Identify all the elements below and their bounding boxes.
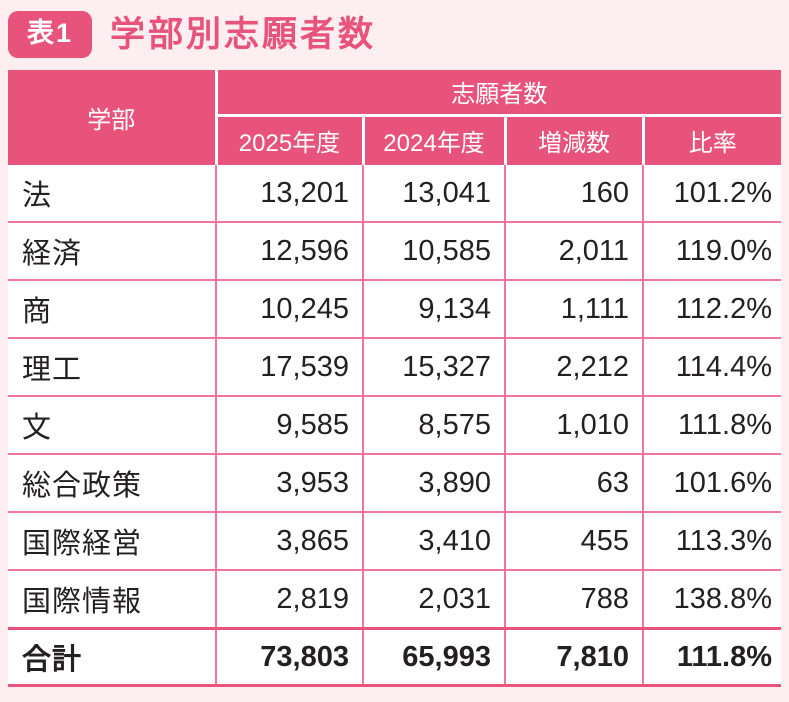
faculty-cell: 文: [8, 395, 217, 455]
header-cell-faculty: 学部: [8, 70, 218, 165]
ratio-cell: 119.0%: [642, 221, 781, 281]
table-caption: 表1 学部別志願者数: [8, 10, 781, 58]
diff-cell: 1,010: [504, 395, 644, 455]
diff-cell: 788: [504, 569, 644, 630]
table-row-total: 合計 73,803 65,993 7,810 111.8%: [8, 627, 781, 687]
header-cell-2024: 2024年度: [361, 113, 507, 165]
total-2024-cell: 65,993: [362, 627, 506, 687]
ratio-cell: 138.8%: [642, 569, 781, 630]
applicants-2025-cell: 12,596: [215, 221, 364, 281]
ratio-cell: 114.4%: [642, 337, 781, 397]
table-row-global-management: 国際経営 3,865 3,410 455 113.3%: [8, 511, 781, 571]
diff-cell: 455: [504, 511, 644, 571]
applicants-2024-cell: 13,041: [362, 165, 506, 223]
header-cell-ratio: 比率: [641, 113, 781, 165]
applicants-2024-cell: 9,134: [362, 279, 506, 339]
total-diff-cell: 7,810: [504, 627, 644, 687]
faculty-cell: 法: [8, 165, 217, 223]
diff-cell: 160: [504, 165, 644, 223]
ratio-cell: 112.2%: [642, 279, 781, 339]
faculty-cell: 国際情報: [8, 569, 217, 630]
table-number-badge: 表1: [8, 10, 93, 58]
applicants-2025-cell: 13,201: [215, 165, 364, 223]
total-2025-cell: 73,803: [215, 627, 364, 687]
table-body: 法 13,201 13,041 160 101.2% 経済 12,596 10,…: [8, 165, 781, 687]
applicants-2025-cell: 9,585: [215, 395, 364, 455]
page-title: 学部別志願者数: [110, 14, 377, 54]
applicants-2025-cell: 17,539: [215, 337, 364, 397]
header-cell-diff: 増減数: [503, 113, 645, 165]
applicants-2025-cell: 3,953: [215, 453, 364, 513]
diff-cell: 2,212: [504, 337, 644, 397]
ratio-cell: 113.3%: [642, 511, 781, 571]
applicants-2024-cell: 8,575: [362, 395, 506, 455]
total-ratio-cell: 111.8%: [642, 627, 781, 687]
table-row-economics: 経済 12,596 10,585 2,011 119.0%: [8, 221, 781, 281]
faculty-cell: 総合政策: [8, 453, 217, 513]
applicants-2025-cell: 2,819: [215, 569, 364, 630]
ratio-cell: 101.2%: [642, 165, 781, 223]
applicants-2024-cell: 15,327: [362, 337, 506, 397]
diff-cell: 63: [504, 453, 644, 513]
table-row-policy-studies: 総合政策 3,953 3,890 63 101.6%: [8, 453, 781, 513]
applicants-2025-cell: 3,865: [215, 511, 364, 571]
applicants-2024-cell: 10,585: [362, 221, 506, 281]
header-cell-2025: 2025年度: [214, 113, 365, 165]
header-group-row: 学部 志願者数: [8, 70, 781, 165]
total-label-cell: 合計: [8, 627, 217, 687]
applicants-2024-cell: 3,410: [362, 511, 506, 571]
faculty-cell: 商: [8, 279, 217, 339]
ratio-cell: 101.6%: [642, 453, 781, 513]
faculty-cell: 国際経営: [8, 511, 217, 571]
diff-cell: 1,111: [504, 279, 644, 339]
applicants-2025-cell: 10,245: [215, 279, 364, 339]
faculty-cell: 経済: [8, 221, 217, 281]
header-columns-row: 2025年度 2024年度 増減数 比率: [8, 113, 781, 165]
applicants-2024-cell: 2,031: [362, 569, 506, 630]
applicants-table: 学部 志願者数 2025年度 2024年度 増減数 比率 法 13,201 13…: [8, 70, 781, 687]
table-row-law: 法 13,201 13,041 160 101.2%: [8, 165, 781, 223]
table-row-science-engineering: 理工 17,539 15,327 2,212 114.4%: [8, 337, 781, 397]
header-cell-applicants-group: 志願者数: [214, 70, 781, 117]
table-row-commerce: 商 10,245 9,134 1,111 112.2%: [8, 279, 781, 339]
table-row-global-informatics: 国際情報 2,819 2,031 788 138.8%: [8, 569, 781, 630]
faculty-cell: 理工: [8, 337, 217, 397]
ratio-cell: 111.8%: [642, 395, 781, 455]
applicants-2024-cell: 3,890: [362, 453, 506, 513]
table-row-letters: 文 9,585 8,575 1,010 111.8%: [8, 395, 781, 455]
table-header: 学部 志願者数 2025年度 2024年度 増減数 比率: [8, 70, 781, 165]
diff-cell: 2,011: [504, 221, 644, 281]
